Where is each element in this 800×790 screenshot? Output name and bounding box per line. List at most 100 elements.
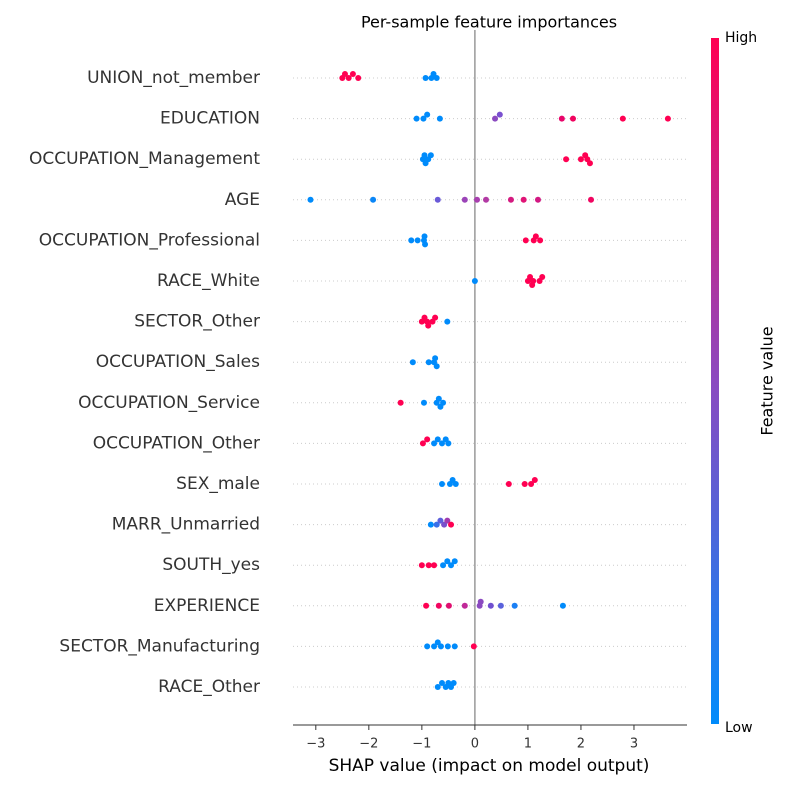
colorbar bbox=[711, 38, 719, 724]
point bbox=[408, 237, 415, 244]
point bbox=[539, 274, 546, 280]
colorbar-high: High bbox=[725, 30, 757, 46]
point bbox=[434, 196, 441, 203]
point bbox=[511, 602, 518, 609]
feature-label: AGE bbox=[225, 190, 260, 210]
point bbox=[532, 233, 539, 240]
feature-label: EXPERIENCE bbox=[154, 596, 260, 616]
feature-label: SEX_male bbox=[176, 474, 260, 494]
point bbox=[477, 598, 484, 605]
point bbox=[528, 481, 535, 487]
feature-label: OCCUPATION_Service bbox=[78, 393, 260, 413]
chart-title: Per-sample feature importances bbox=[361, 13, 617, 32]
point bbox=[425, 359, 432, 366]
point bbox=[422, 241, 429, 248]
point bbox=[497, 602, 504, 609]
point bbox=[427, 521, 434, 528]
point bbox=[439, 680, 446, 686]
point bbox=[431, 562, 438, 569]
point bbox=[451, 643, 458, 650]
feature-label: OCCUPATION_Management bbox=[29, 149, 260, 169]
point bbox=[439, 481, 446, 487]
point bbox=[307, 196, 314, 203]
point bbox=[496, 111, 503, 118]
point bbox=[471, 278, 478, 284]
point bbox=[431, 643, 438, 650]
point bbox=[531, 477, 538, 483]
point bbox=[559, 602, 566, 609]
feature-label: OCCUPATION_Professional bbox=[39, 230, 260, 250]
point bbox=[345, 75, 352, 81]
point bbox=[537, 237, 544, 244]
x-tick-label: 0 bbox=[471, 737, 479, 752]
point bbox=[414, 237, 421, 244]
colorbar-low: Low bbox=[725, 720, 753, 736]
x-tick-label: 2 bbox=[577, 737, 585, 752]
point bbox=[355, 75, 362, 81]
feature-label: EDUCATION bbox=[160, 109, 260, 129]
point bbox=[433, 363, 440, 370]
point bbox=[522, 237, 529, 244]
point bbox=[341, 71, 348, 77]
point bbox=[420, 115, 427, 122]
point bbox=[419, 440, 426, 447]
feature-label: UNION_not_member bbox=[87, 68, 260, 88]
point bbox=[418, 562, 425, 569]
feature-label: RACE_Other bbox=[158, 677, 260, 697]
point bbox=[430, 71, 437, 77]
point bbox=[483, 196, 490, 203]
point bbox=[586, 160, 593, 167]
point bbox=[507, 196, 514, 203]
point bbox=[434, 436, 441, 443]
feature-label: SECTOR_Manufacturing bbox=[59, 636, 260, 656]
point bbox=[433, 521, 440, 528]
point bbox=[444, 318, 451, 325]
point bbox=[588, 196, 595, 203]
feature-label: SECTOR_Other bbox=[134, 312, 260, 332]
point bbox=[421, 152, 428, 159]
point bbox=[558, 115, 565, 122]
point bbox=[409, 359, 416, 366]
point bbox=[492, 115, 499, 122]
x-tick-label: −2 bbox=[359, 737, 378, 752]
point bbox=[664, 115, 671, 122]
point bbox=[435, 395, 442, 402]
point bbox=[470, 643, 477, 650]
point bbox=[487, 602, 494, 609]
point bbox=[397, 399, 404, 406]
point bbox=[451, 558, 458, 565]
point bbox=[569, 115, 576, 122]
point bbox=[563, 156, 570, 163]
point bbox=[434, 639, 441, 646]
point bbox=[449, 477, 456, 483]
point bbox=[577, 156, 584, 163]
point bbox=[448, 521, 455, 528]
point bbox=[421, 233, 428, 240]
point bbox=[448, 562, 455, 569]
point bbox=[422, 75, 429, 81]
point bbox=[527, 274, 534, 280]
point bbox=[445, 440, 452, 447]
point bbox=[434, 684, 441, 690]
point bbox=[441, 521, 448, 528]
point bbox=[444, 517, 451, 524]
point bbox=[520, 196, 527, 203]
x-tick-label: 1 bbox=[524, 737, 532, 752]
feature-label: OCCUPATION_Sales bbox=[96, 352, 260, 372]
point bbox=[427, 152, 434, 159]
point bbox=[445, 602, 452, 609]
point bbox=[440, 399, 447, 406]
point bbox=[461, 602, 468, 609]
point bbox=[444, 643, 451, 650]
point bbox=[433, 75, 440, 81]
point bbox=[424, 436, 431, 443]
x-axis-label: SHAP value (impact on model output) bbox=[329, 756, 650, 776]
point bbox=[431, 440, 438, 447]
point bbox=[435, 602, 442, 609]
point bbox=[420, 399, 427, 406]
point bbox=[505, 481, 512, 487]
feature-label: SOUTH_yes bbox=[162, 555, 260, 575]
point bbox=[439, 440, 446, 447]
